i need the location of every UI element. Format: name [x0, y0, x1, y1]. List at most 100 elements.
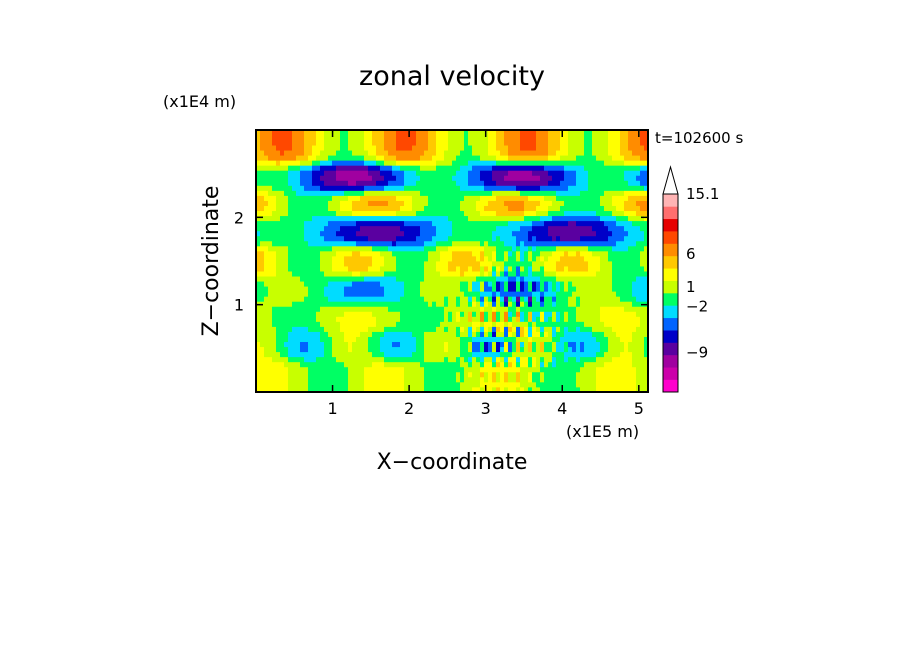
field-cell: [596, 130, 601, 136]
field-cell: [552, 165, 557, 171]
field-cell: [500, 351, 505, 358]
field-cell: [532, 140, 537, 146]
field-cell: [460, 286, 465, 292]
field-cell: [320, 130, 325, 136]
field-cell: [556, 140, 561, 146]
field-cell: [396, 230, 401, 237]
field-cell: [272, 261, 277, 267]
field-cell: [392, 170, 397, 176]
field-cell: [312, 306, 317, 312]
field-cell: [296, 195, 301, 201]
field-cell: [588, 311, 593, 317]
field-cell: [356, 321, 361, 327]
field-cell: [432, 306, 437, 312]
field-cell: [636, 321, 641, 327]
field-cell: [504, 130, 509, 136]
field-cell: [296, 306, 301, 312]
field-cell: [624, 205, 629, 212]
field-cell: [332, 220, 337, 227]
field-cell: [592, 135, 597, 141]
field-cell: [488, 371, 493, 378]
field-cell: [592, 185, 597, 191]
field-cell: [280, 225, 285, 232]
field-cell: [400, 306, 405, 312]
field-cell: [368, 135, 373, 141]
field-cell: [260, 331, 265, 337]
field-cell: [496, 296, 501, 302]
field-cell: [624, 261, 629, 267]
field-cell: [320, 341, 325, 348]
field-cell: [328, 205, 333, 212]
field-cell: [300, 266, 305, 272]
field-cell: [576, 210, 581, 217]
field-cell: [588, 255, 593, 262]
field-cell: [336, 165, 341, 171]
field-cell: [532, 381, 537, 388]
field-cell: [460, 205, 465, 212]
field-cell: [316, 361, 321, 368]
field-cell: [580, 341, 585, 348]
field-cell: [292, 386, 297, 392]
field-cell: [504, 175, 509, 181]
field-cell: [636, 291, 641, 297]
field-cell: [292, 200, 297, 206]
field-cell: [508, 266, 513, 272]
field-cell: [456, 130, 461, 136]
field-cell: [348, 205, 353, 212]
field-cell: [384, 266, 389, 272]
field-cell: [272, 326, 277, 332]
field-cell: [280, 336, 285, 343]
field-cell: [588, 286, 593, 292]
field-cell: [392, 130, 397, 136]
field-cell: [464, 205, 469, 212]
field-cell: [272, 311, 277, 317]
field-cell: [576, 341, 581, 348]
field-cell: [440, 165, 445, 171]
field-cell: [536, 135, 541, 141]
field-cell: [428, 336, 433, 343]
field-cell: [260, 306, 265, 312]
field-cell: [492, 336, 497, 343]
field-cell: [444, 135, 449, 141]
field-cell: [576, 240, 581, 247]
field-cell: [532, 346, 537, 353]
field-cell: [508, 135, 513, 141]
field-cell: [508, 381, 513, 388]
field-cell: [620, 180, 625, 186]
field-cell: [352, 250, 357, 257]
field-cell: [528, 346, 533, 353]
field-cell: [416, 296, 421, 302]
field-cell: [536, 331, 541, 337]
field-cell: [392, 311, 397, 317]
field-cell: [588, 220, 593, 227]
field-cell: [636, 170, 641, 176]
field-cell: [628, 341, 633, 348]
field-cell: [536, 215, 541, 222]
field-cell: [444, 185, 449, 191]
field-cell: [392, 366, 397, 373]
field-cell: [524, 155, 529, 161]
field-cell: [396, 366, 401, 373]
field-cell: [292, 306, 297, 312]
field-cell: [632, 291, 637, 297]
field-cell: [372, 381, 377, 388]
field-cell: [268, 160, 273, 166]
field-cell: [300, 170, 305, 176]
field-cell: [260, 281, 265, 287]
field-cell: [424, 150, 429, 156]
field-cell: [364, 245, 369, 252]
field-cell: [636, 200, 641, 206]
field-cell: [408, 381, 413, 388]
field-cell: [428, 235, 433, 242]
field-cell: [400, 326, 405, 332]
field-cell: [436, 296, 441, 302]
field-cell: [416, 336, 421, 343]
field-cell: [420, 210, 425, 217]
field-cell: [296, 180, 301, 186]
field-cell: [480, 286, 485, 292]
field-cell: [452, 276, 457, 282]
field-cell: [500, 230, 505, 237]
field-cell: [328, 155, 333, 161]
field-cell: [440, 301, 445, 307]
field-cell: [304, 281, 309, 287]
